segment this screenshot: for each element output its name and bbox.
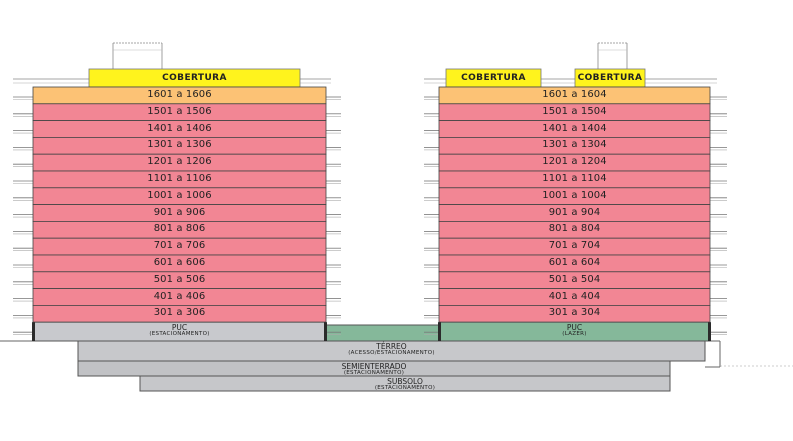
right_tower-floor-label-12: 401 a 404	[548, 290, 601, 302]
right_tower-cobertura-label-1: COBERTURA	[577, 73, 643, 83]
right_tower-floor-label-10: 601 a 604	[548, 257, 601, 268]
right_tower-floor-label-3: 1301 a 1304	[542, 139, 607, 151]
left_tower-cobertura-label-0: COBERTURA	[162, 73, 227, 83]
left_tower-floor-label-6: 1001 a 1006	[147, 189, 212, 201]
right_tower-floor-label-6: 1001 a 1004	[542, 189, 607, 201]
left_tower-floor-label-5: 1101 a 1106	[147, 173, 212, 184]
left_tower-floor-label-12: 401 a 406	[153, 290, 206, 302]
podium-between-towers	[325, 324, 440, 342]
right_tower-floor-label-7: 901 a 904	[548, 206, 601, 218]
left_tower-puc-subtitle: (ESTACIONAMENTO)	[149, 331, 210, 338]
left_tower-floor-label-4: 1201 a 1206	[147, 156, 212, 168]
left_tower-floor-label-3: 1301 a 1306	[147, 139, 212, 151]
left_tower-floor-label-10: 601 a 606	[153, 257, 206, 268]
right_tower-floor-label-2: 1401 a 1404	[542, 122, 607, 134]
right_tower-floor-label-13: 301 a 304	[548, 307, 601, 319]
left_tower-floor-label-11: 501 a 506	[153, 273, 206, 285]
right_tower-floor-label-4: 1201 a 1204	[542, 156, 607, 168]
left_tower-floor-label-9: 701 a 706	[153, 240, 206, 252]
left_tower-puc-title: PUC	[171, 323, 188, 333]
left_tower-puc-pillar-left	[32, 322, 35, 341]
left_tower-floor-label-1: 1501 a 1506	[147, 105, 212, 117]
right_tower-puc-pillar-left	[438, 322, 441, 341]
right_tower-puc-title: PUC	[566, 323, 583, 333]
right_tower-cobertura-label-0: COBERTURA	[461, 73, 526, 83]
left_tower-floor-label-0: 1601 a 1606	[147, 89, 212, 100]
base-level-title-2: SUBSOLO	[387, 377, 423, 386]
right_tower-floor-label-1: 1501 a 1504	[542, 105, 607, 117]
left_tower-floor-label-8: 801 a 806	[153, 223, 206, 235]
base-level-2	[139, 375, 671, 392]
right_tower-floor-label-11: 501 a 504	[548, 273, 601, 285]
left_tower-floor-label-7: 901 a 906	[153, 206, 206, 218]
left_tower-floor-label-2: 1401 a 1406	[147, 122, 212, 134]
base-level-subtitle-1: (ESTACIONAMENTO)	[343, 370, 405, 376]
right_tower-floor-label-8: 801 a 804	[548, 223, 601, 235]
base-level-subtitle-2: (ESTACIONAMENTO)	[374, 385, 436, 391]
left_tower-puc-pillar-right	[324, 322, 327, 341]
right_tower-puc-subtitle: (LAZER)	[562, 331, 587, 338]
right_tower-floor-label-5: 1101 a 1104	[542, 173, 607, 184]
right_tower-puc-pillar-right	[708, 322, 711, 341]
right_tower-floor-label-0: 1601 a 1604	[542, 89, 607, 100]
base-level-title-0: TÉRREO	[376, 342, 407, 351]
right_tower-floor-label-9: 701 a 704	[548, 240, 601, 252]
base-level-title-1: SEMIENTERRADO	[341, 362, 407, 371]
left_tower-floor-label-13: 301 a 306	[153, 307, 206, 319]
base-level-subtitle-0: (ACESSO/ESTACIONAMENTO)	[348, 350, 435, 356]
